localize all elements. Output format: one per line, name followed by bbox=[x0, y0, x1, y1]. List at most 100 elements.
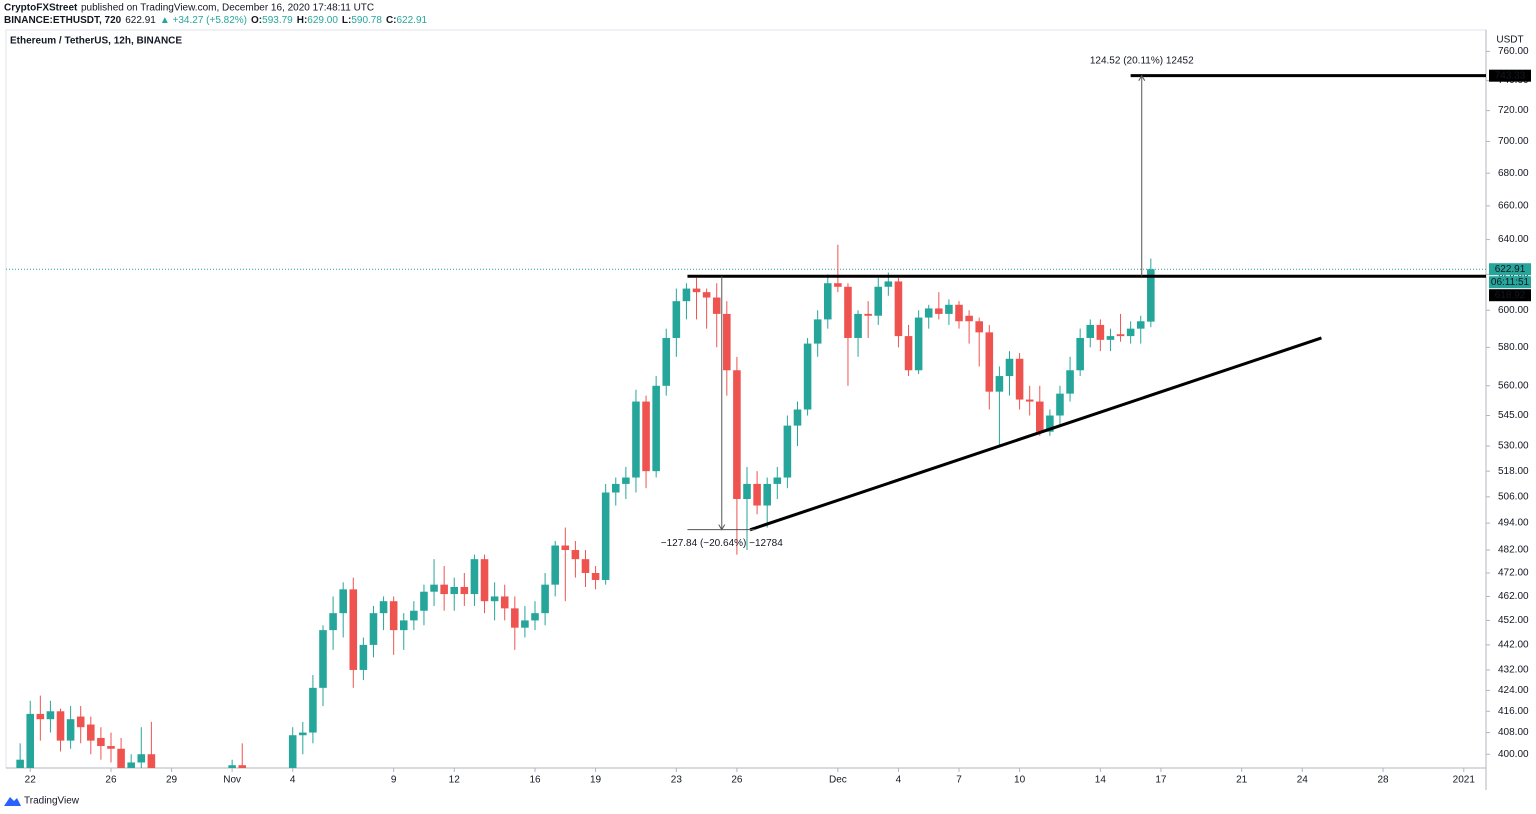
brand: TradingView bbox=[24, 796, 80, 807]
candle-body bbox=[1025, 399, 1034, 402]
measure-label: 124.52 (20.11%) 12452 bbox=[1090, 55, 1194, 66]
candle-body bbox=[379, 601, 388, 614]
x-tick-label: 14 bbox=[1095, 775, 1107, 786]
candle-body bbox=[783, 425, 792, 478]
candle-body bbox=[531, 613, 539, 621]
x-tick-label: 24 bbox=[1297, 775, 1309, 786]
countdown-label-bg bbox=[1489, 276, 1531, 289]
candle-body bbox=[662, 337, 671, 386]
candle-body bbox=[571, 550, 580, 560]
candle-body bbox=[430, 584, 438, 592]
candle-body bbox=[238, 765, 247, 768]
y-tick-label: 580.00 bbox=[1498, 342, 1529, 353]
x-tick-label: 23 bbox=[671, 775, 683, 786]
candle-body bbox=[611, 483, 620, 493]
candle-body bbox=[1106, 336, 1115, 340]
symbol: BINANCE:ETHUSDT, 720 bbox=[4, 15, 122, 26]
candle-body bbox=[117, 748, 125, 768]
ohlc-key: L: bbox=[342, 15, 351, 26]
y-tick-label: 506.00 bbox=[1498, 491, 1529, 502]
y-tick-label: 640.00 bbox=[1498, 234, 1529, 245]
x-tick-label: 26 bbox=[731, 775, 743, 786]
candle-body bbox=[76, 716, 85, 728]
level-label-bg bbox=[1489, 69, 1531, 82]
candle-body bbox=[1116, 334, 1125, 337]
x-tick-label: 4 bbox=[290, 775, 296, 786]
candle-body bbox=[955, 304, 963, 322]
candle-body bbox=[66, 719, 75, 741]
candle-body bbox=[551, 545, 559, 585]
logo: TradingView bbox=[4, 796, 80, 807]
y-tick-label: 760.00 bbox=[1498, 46, 1529, 57]
x-tick-label: 17 bbox=[1155, 775, 1167, 786]
candle-body bbox=[672, 301, 681, 338]
y-tick-label: 720.00 bbox=[1498, 105, 1529, 116]
candle-body bbox=[733, 370, 741, 499]
candle-body bbox=[339, 589, 347, 614]
candle-body bbox=[541, 584, 549, 614]
candle-body bbox=[480, 559, 489, 602]
y-tick-label: 545.00 bbox=[1498, 410, 1529, 421]
plot bbox=[6, 74, 1486, 768]
candle-body bbox=[16, 759, 24, 768]
candle-body bbox=[864, 313, 872, 316]
candle-body bbox=[813, 319, 822, 344]
candle-body bbox=[97, 737, 105, 747]
candle-body bbox=[87, 724, 95, 741]
y-tick-label: 600.00 bbox=[1498, 305, 1529, 316]
y-tick-label: 462.00 bbox=[1498, 591, 1529, 602]
x-tick-label: 7 bbox=[956, 775, 962, 786]
candle-body bbox=[723, 313, 731, 371]
candle-body bbox=[329, 613, 337, 631]
published: published on TradingView.com, December 1… bbox=[81, 3, 374, 14]
candle-body bbox=[349, 589, 358, 670]
candle-body bbox=[1066, 370, 1074, 394]
x-tick-label: 10 bbox=[1014, 775, 1026, 786]
candle-body bbox=[773, 477, 782, 484]
candle-body bbox=[935, 308, 943, 314]
candle-body bbox=[389, 601, 398, 631]
candle-body bbox=[914, 317, 923, 371]
candle-body bbox=[894, 281, 903, 337]
candle-body bbox=[692, 288, 701, 293]
y-tick-label: 416.00 bbox=[1498, 706, 1529, 717]
candle-body bbox=[622, 477, 630, 484]
candle-body bbox=[299, 732, 307, 736]
candle-body bbox=[56, 711, 65, 741]
x-tick-label: 29 bbox=[166, 775, 178, 786]
candle-body bbox=[228, 765, 236, 768]
candle-body bbox=[450, 586, 459, 595]
candle-body bbox=[147, 754, 156, 768]
countdown-label: 06:11:51 bbox=[1491, 277, 1530, 288]
candle-body bbox=[500, 596, 509, 609]
candle-body bbox=[854, 313, 862, 338]
ohlc-key: H: bbox=[297, 15, 308, 26]
y-tick-label: 452.00 bbox=[1498, 615, 1529, 626]
candle-body bbox=[1096, 324, 1105, 340]
candle-body bbox=[1015, 358, 1024, 400]
candle-body bbox=[470, 559, 479, 595]
author: CryptoFXStreet bbox=[4, 3, 78, 14]
last-price: 622.91 bbox=[125, 15, 156, 26]
candle-body bbox=[702, 292, 711, 298]
y-tick-label: 432.00 bbox=[1498, 665, 1529, 676]
candle-body bbox=[107, 746, 115, 749]
y-tick-label: 424.00 bbox=[1498, 685, 1529, 696]
candle-body bbox=[1126, 328, 1135, 337]
y-tick-label: 660.00 bbox=[1498, 201, 1529, 212]
candle-body bbox=[46, 711, 55, 720]
candle-body bbox=[490, 596, 499, 602]
candle-body bbox=[632, 401, 640, 478]
candle-body bbox=[359, 644, 368, 670]
candle-body bbox=[965, 315, 973, 322]
measure-label: −127.84 (−20.64%) −12784 bbox=[661, 538, 783, 549]
candle-body bbox=[924, 308, 933, 318]
x-tick-label: 16 bbox=[529, 775, 541, 786]
candle-body bbox=[874, 286, 883, 316]
trendline bbox=[749, 336, 1322, 532]
y-tick-label: 680.00 bbox=[1498, 168, 1529, 179]
y-tick-label: 700.00 bbox=[1498, 136, 1529, 147]
x-tick-label: 22 bbox=[25, 775, 37, 786]
